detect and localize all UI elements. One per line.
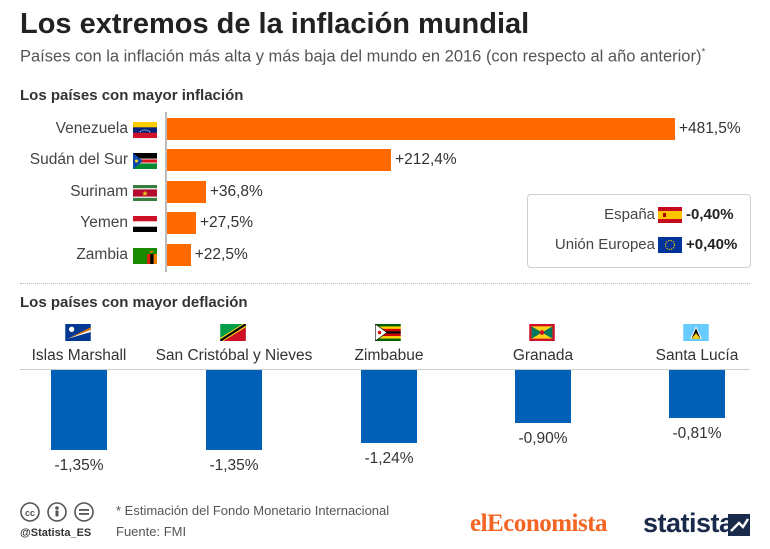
inflation-country-label: Venezuela xyxy=(55,120,128,137)
saint-lucia-flag-icon xyxy=(683,324,709,341)
eleconomista-logo: elEconomista xyxy=(470,510,608,538)
inflation-section-title: Los países con mayor inflación xyxy=(20,87,244,104)
eu-flag-icon xyxy=(658,237,682,253)
zimbabwe-flag-icon xyxy=(375,324,401,341)
inflation-row: Yemen +27,5% xyxy=(0,212,770,236)
reference-name: Unión Europea xyxy=(554,236,655,253)
reference-value: +0,40% xyxy=(686,236,738,253)
reference-row-eu: Unión Europea +0,40% xyxy=(528,234,750,256)
subtitle-footnote-mark: * xyxy=(701,47,706,58)
yemen-flag-icon xyxy=(133,216,157,232)
reference-box: España -0,40% Unión Europea +0,40% xyxy=(527,194,751,268)
inflation-value-label: +27,5% xyxy=(200,214,254,231)
deflation-country-label: Granada xyxy=(512,347,574,364)
deflation-bar xyxy=(669,370,725,418)
inflation-row: Sudán del Sur +212,4% xyxy=(0,149,770,173)
inflation-bar xyxy=(167,118,675,140)
deflation-bar xyxy=(361,370,417,444)
reference-row-spain: España -0,40% xyxy=(528,204,750,226)
inflation-value-label: +212,4% xyxy=(395,151,457,168)
inflation-row: Zambia +22,5% xyxy=(0,244,770,268)
inflation-axis xyxy=(165,112,167,272)
inflation-country-label: Sudán del Sur xyxy=(29,151,128,168)
inflation-value-label: +36,8% xyxy=(209,183,263,200)
deflation-bar xyxy=(206,370,262,450)
deflation-country-label: Santa Lucía xyxy=(655,347,739,364)
inflation-bar xyxy=(167,212,196,234)
footnote: * Estimación del Fondo Monetario Interna… xyxy=(116,503,390,518)
deflation-section-title: Los países con mayor deflación xyxy=(20,294,248,311)
deflation-bar xyxy=(51,370,107,450)
marshall-islands-flag-icon xyxy=(65,324,91,341)
deflation-value-label: -1,24% xyxy=(364,450,414,468)
spain-flag-icon xyxy=(658,207,682,223)
deflation-value-label: -1,35% xyxy=(209,457,259,474)
inflation-row: Surinam +36,8% xyxy=(0,181,770,205)
inflation-value-label: +481,5% xyxy=(679,120,741,137)
deflation-baseline xyxy=(20,369,750,370)
creative-commons-icon: cc xyxy=(20,502,94,522)
inflation-bar xyxy=(167,244,191,266)
deflation-country-label: San Cristóbal y Nieves xyxy=(155,347,313,364)
statista-logo: statista xyxy=(643,508,734,538)
chart-title: Los extremos de la inflación mundial xyxy=(20,8,530,40)
source-note: Fuente: FMI xyxy=(116,524,187,539)
reference-name: España xyxy=(604,206,655,223)
deflation-bar xyxy=(515,370,571,424)
deflation-value-label: -0,90% xyxy=(518,430,568,448)
inflation-bar xyxy=(167,181,206,203)
chart-subtitle: Países con la inflación más alta y más b… xyxy=(20,47,705,67)
section-divider xyxy=(20,283,750,284)
inflation-country-label: Yemen xyxy=(80,214,128,231)
south-sudan-flag-icon xyxy=(133,153,157,169)
subtitle-text: Países con la inflación más alta y más b… xyxy=(20,47,702,66)
statista-handle: @Statista_ES xyxy=(20,527,92,539)
saint-kitts-nevis-flag-icon xyxy=(220,324,246,341)
eleconomista-logo-rest: Economista xyxy=(487,510,608,537)
inflation-value-label: +22,5% xyxy=(194,246,248,263)
deflation-value-label: -0,81% xyxy=(672,425,722,442)
grenada-flag-icon xyxy=(529,324,555,341)
zambia-flag-icon xyxy=(133,248,157,264)
deflation-country-label: Zimbabue xyxy=(354,347,424,364)
suriname-flag-icon xyxy=(133,185,157,201)
inflation-row: Venezuela +481,5% xyxy=(0,118,770,142)
svg-text:cc: cc xyxy=(25,508,35,518)
venezuela-flag-icon xyxy=(133,122,157,138)
inflation-country-label: Surinam xyxy=(70,183,128,200)
deflation-country-label: Islas Marshall xyxy=(31,347,127,364)
reference-value: -0,40% xyxy=(686,206,734,223)
inflation-bar xyxy=(167,149,392,171)
inflation-country-label: Zambia xyxy=(76,246,128,263)
eleconomista-logo-el: el xyxy=(470,510,488,537)
deflation-value-label: -1,35% xyxy=(54,457,104,474)
statista-logo-icon xyxy=(728,514,750,536)
